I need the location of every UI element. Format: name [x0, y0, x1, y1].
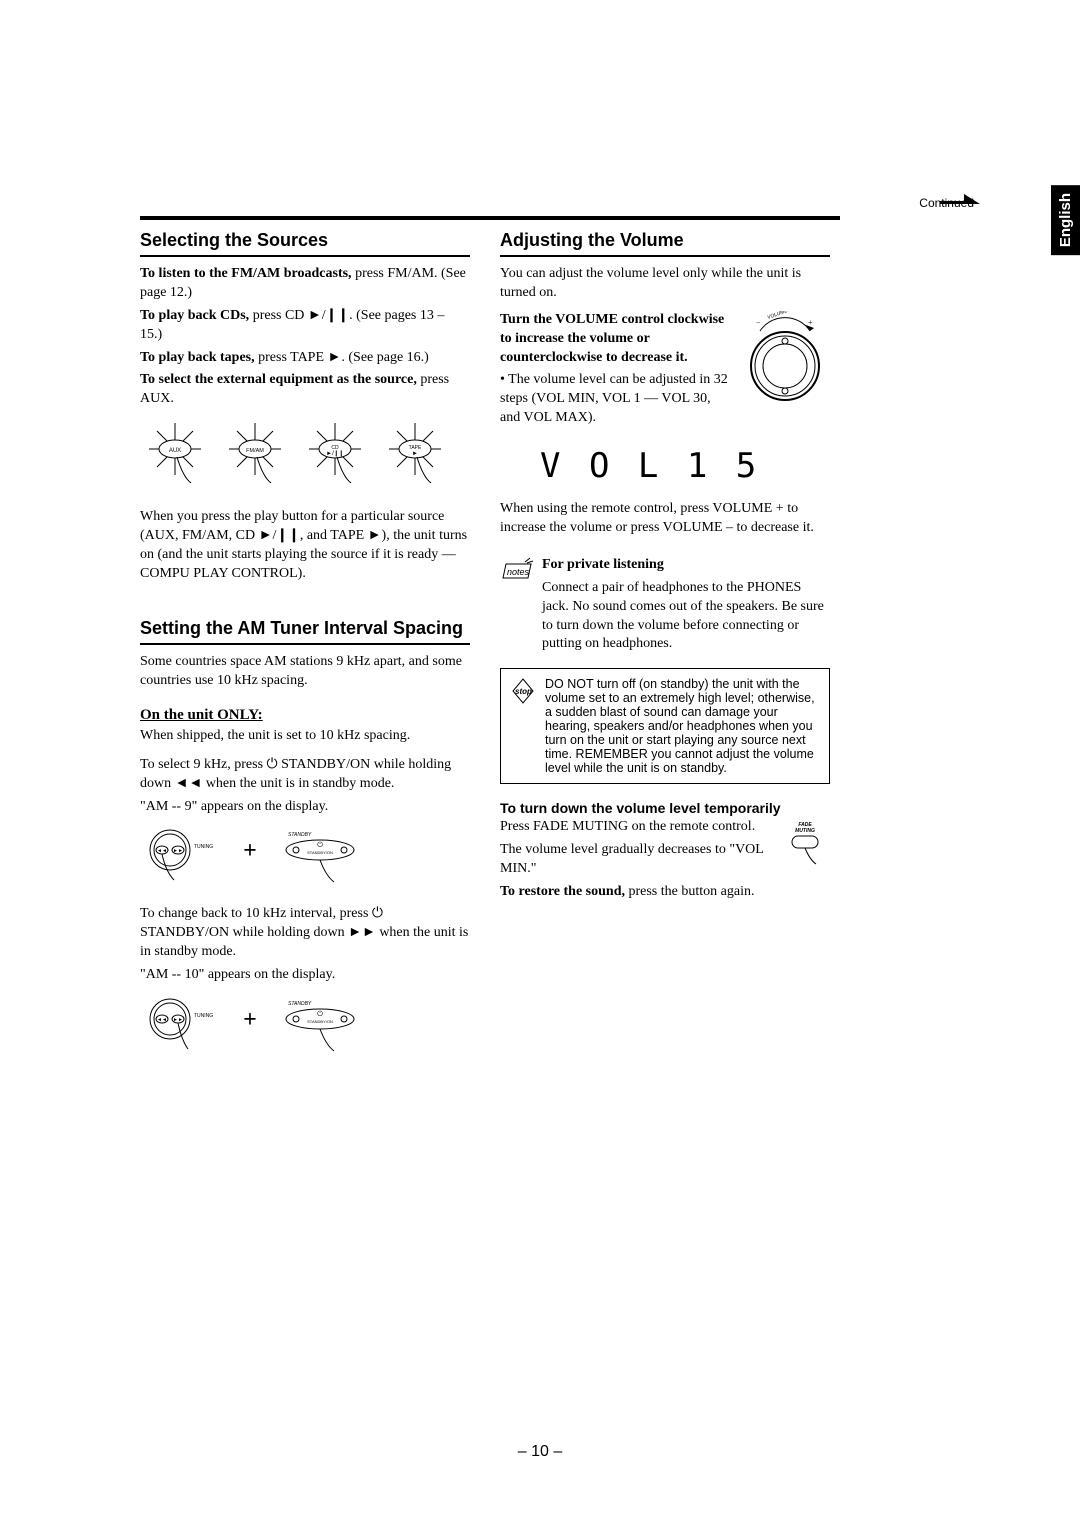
tuning-standby-icon: ◄◄ ►► TUNING + STANDBY ⏻ STANDBY/ON: [140, 826, 420, 886]
fm-am-instruction: To listen to the FM/AM broadcasts, press…: [140, 265, 470, 303]
volume-intro: You can adjust the volume level only whi…: [500, 265, 830, 303]
svg-text:−: −: [756, 318, 761, 327]
warning-box: stop DO NOT turn off (on standby) the un…: [500, 668, 830, 784]
on-unit-only-label: On the unit ONLY:: [140, 705, 470, 725]
am10-display-note: "AM -- 10" appears on the display.: [140, 966, 470, 985]
tape-instruction: To play back tapes, press TAPE ►. (See p…: [140, 349, 470, 368]
volume-steps-bullet: • The volume level can be adjusted in 32…: [500, 371, 730, 428]
content-columns: Selecting the Sources To listen to the F…: [140, 230, 980, 1074]
continued-arrow-icon: [940, 190, 980, 208]
source-buttons-figure: AUX FM/AM: [140, 419, 470, 494]
svg-text:stop: stop: [515, 687, 532, 696]
svg-text:notes: notes: [507, 567, 530, 577]
fade-muting-2: The volume level gradually decreases to …: [500, 841, 772, 879]
am9-display-note: "AM -- 9" appears on the display.: [140, 798, 470, 817]
svg-text:STANDBY: STANDBY: [288, 1001, 312, 1007]
restore-sound: To restore the sound, press the button a…: [500, 883, 772, 902]
svg-text:MUTING: MUTING: [795, 828, 815, 834]
private-listening-body: Connect a pair of headphones to the PHON…: [542, 579, 830, 655]
heading-turn-down-temp: To turn down the volume level temporaril…: [500, 800, 830, 816]
svg-text:+: +: [808, 318, 813, 327]
spacing-intro: Some countries space AM stations 9 kHz a…: [140, 653, 470, 691]
heading-adjusting-volume: Adjusting the Volume: [500, 230, 830, 257]
remote-volume-note: When using the remote control, press VOL…: [500, 500, 830, 538]
svg-text:+: +: [243, 1007, 257, 1033]
turn-volume-instruction: Turn the VOLUME control clockwise to inc…: [500, 311, 730, 368]
shipped-note: When shipped, the unit is set to 10 kHz …: [140, 727, 470, 746]
warning-text: DO NOT turn off (on standby) the unit wi…: [545, 677, 821, 775]
select-9khz-instruction: To select 9 kHz, press ⏻ STANDBY/ON whil…: [140, 756, 470, 794]
volume-display: V O L 1 5: [540, 446, 830, 486]
left-column: Selecting the Sources To listen to the F…: [140, 230, 470, 1074]
tuning-figure-2: ◄◄ ►► TUNING + STANDBY ⏻ STANDBY/ON: [140, 995, 470, 1060]
language-tab: English: [1051, 185, 1080, 255]
svg-text:⏻: ⏻: [317, 841, 323, 849]
svg-text:STANDBY: STANDBY: [288, 832, 312, 838]
svg-text:►►: ►►: [173, 1018, 183, 1023]
heading-am-spacing: Setting the AM Tuner Interval Spacing: [140, 618, 470, 645]
volume-knob-icon: VOLUME − +: [740, 311, 830, 411]
header-rule: [140, 216, 840, 220]
svg-text:►►: ►►: [173, 849, 183, 854]
svg-text:TUNING: TUNING: [194, 1013, 213, 1019]
svg-text:+: +: [243, 838, 257, 864]
compu-play-note: When you press the play button for a par…: [140, 508, 470, 584]
heading-selecting-sources: Selecting the Sources: [140, 230, 470, 257]
svg-text:►/❙❙: ►/❙❙: [326, 450, 344, 457]
svg-text:◄◄: ◄◄: [157, 849, 167, 854]
select-10khz-instruction: To change back to 10 kHz interval, press…: [140, 905, 470, 962]
right-column: Adjusting the Volume You can adjust the …: [500, 230, 830, 1074]
tuning-standby-icon-2: ◄◄ ►► TUNING + STANDBY ⏻ STANDBY/ON: [140, 995, 420, 1055]
svg-text:◄◄: ◄◄: [157, 1018, 167, 1023]
svg-text:STANDBY/ON: STANDBY/ON: [307, 850, 333, 855]
starburst-buttons-icon: AUX FM/AM: [140, 419, 460, 489]
notes-section: notes For private listening Connect a pa…: [500, 556, 830, 658]
fade-muting-button-icon: FADE MUTING: [780, 818, 830, 868]
svg-text:VOLUME: VOLUME: [767, 311, 790, 321]
private-listening-heading: For private listening: [542, 556, 830, 575]
page-number: – 10 –: [0, 1443, 1080, 1461]
svg-text:AUX: AUX: [169, 448, 181, 454]
svg-text:TUNING: TUNING: [194, 844, 213, 850]
svg-text:⏻: ⏻: [317, 1010, 323, 1018]
stop-icon: stop: [509, 677, 537, 705]
svg-text:►: ►: [412, 451, 418, 457]
notes-icon: notes: [500, 556, 536, 586]
tuning-figure-1: ◄◄ ►► TUNING + STANDBY ⏻ STANDBY/ON: [140, 826, 470, 891]
fade-muting-1: Press FADE MUTING on the remote control.: [500, 818, 772, 837]
aux-instruction: To select the external equipment as the …: [140, 371, 470, 409]
svg-text:STANDBY/ON: STANDBY/ON: [307, 1019, 333, 1024]
cd-instruction: To play back CDs, press CD ►/❙❙. (See pa…: [140, 307, 470, 345]
svg-text:FM/AM: FM/AM: [246, 448, 264, 454]
